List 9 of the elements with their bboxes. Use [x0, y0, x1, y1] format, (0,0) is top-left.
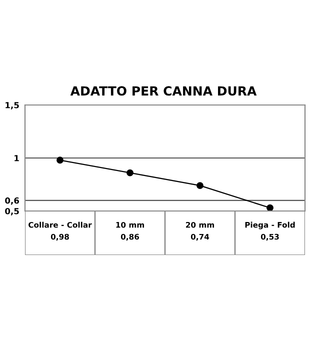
point	[266, 204, 274, 211]
point	[56, 156, 64, 164]
point	[196, 182, 204, 190]
y-tick-label: 1	[14, 155, 19, 162]
point	[126, 169, 134, 176]
y-tick-label: 0,6	[5, 197, 19, 205]
chart-title: ADATTO PER CANNA DURA	[70, 86, 257, 96]
y-tick-label: 0,5	[5, 208, 19, 216]
y-tick-label: 1,5	[6, 102, 19, 110]
